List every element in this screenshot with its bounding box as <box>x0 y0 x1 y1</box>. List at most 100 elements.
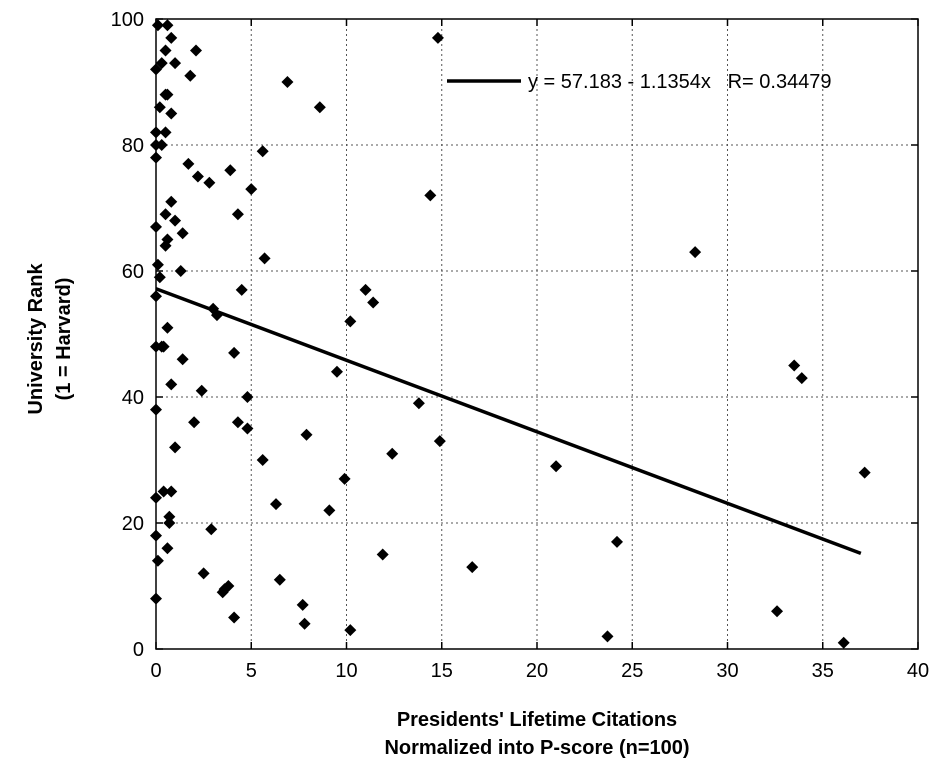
x-tick-label: 40 <box>907 660 929 682</box>
data-point <box>300 428 313 441</box>
y-tick-label: 100 <box>111 9 144 31</box>
data-point <box>176 227 189 240</box>
data-point <box>296 598 309 611</box>
data-point <box>169 441 182 454</box>
data-point <box>159 44 172 57</box>
data-point <box>313 101 326 114</box>
data-point <box>150 63 162 76</box>
data-point <box>298 617 311 630</box>
data-point <box>224 164 237 177</box>
data-point <box>218 583 231 596</box>
x-tick-label: 25 <box>621 660 643 682</box>
data-point <box>344 624 357 637</box>
x-tick-label: 30 <box>716 660 738 682</box>
data-point <box>157 485 170 498</box>
data-point <box>150 126 162 139</box>
data-point <box>344 315 357 328</box>
data-point <box>165 195 178 208</box>
data-point <box>159 208 172 221</box>
y-axis-title-line-1: University Rank <box>25 263 47 415</box>
data-point <box>165 378 178 391</box>
x-axis-title-line-2: Normalized into P-score (n=100) <box>384 737 689 759</box>
y-tick-label: 0 <box>133 639 144 661</box>
data-point <box>228 611 241 624</box>
data-point <box>771 605 784 618</box>
data-point <box>231 416 244 429</box>
data-point <box>323 504 336 517</box>
data-point <box>330 365 343 378</box>
data-point <box>689 246 702 259</box>
data-point <box>150 220 162 233</box>
data-point <box>386 447 399 460</box>
data-point <box>150 592 162 605</box>
data-point <box>155 57 168 70</box>
data-point <box>228 346 241 359</box>
data-point <box>205 523 218 536</box>
data-point <box>231 208 244 221</box>
data-point <box>858 466 871 479</box>
axis-ticks: 0 5 10 15 20 25 30 35 40 0 20 40 60 80 100 <box>111 9 930 682</box>
data-point <box>256 454 269 466</box>
data-point <box>151 19 164 32</box>
data-point <box>150 290 162 303</box>
x-tick-label: 15 <box>431 660 453 682</box>
data-point <box>176 353 189 366</box>
y-tick-label: 60 <box>122 261 144 283</box>
data-point <box>165 485 178 498</box>
data-point <box>241 391 254 403</box>
data-point <box>258 252 271 265</box>
data-point <box>182 157 195 170</box>
data-point <box>153 271 166 284</box>
data-point <box>281 76 294 88</box>
y-axis-title-line-2: (1 = Harvard) <box>53 278 75 401</box>
data-point <box>153 101 166 114</box>
data-point <box>376 548 389 561</box>
x-tick-label: 0 <box>150 660 161 682</box>
data-point <box>195 384 208 397</box>
data-point <box>161 88 174 101</box>
data-point <box>157 340 170 353</box>
data-point <box>161 19 174 32</box>
data-point <box>165 31 178 44</box>
data-point <box>424 189 437 202</box>
data-point <box>431 31 444 44</box>
data-points <box>150 19 871 649</box>
data-point <box>161 321 174 334</box>
data-point <box>367 296 380 309</box>
data-point <box>188 416 201 429</box>
data-point <box>150 151 162 164</box>
data-point <box>235 283 248 296</box>
x-axis-title-line-1: Presidents' Lifetime Citations <box>397 709 677 731</box>
data-point <box>550 460 563 473</box>
data-point <box>174 265 187 277</box>
data-point <box>159 239 172 252</box>
data-point <box>169 214 182 227</box>
y-axis-title: University Rank (1 = Harvard) <box>25 263 75 415</box>
data-point <box>150 529 162 542</box>
y-tick-label: 20 <box>122 513 144 535</box>
data-point <box>155 139 168 151</box>
data-point <box>837 636 850 649</box>
data-point <box>165 107 178 120</box>
x-axis-title: Presidents' Lifetime Citations Normalize… <box>384 709 689 759</box>
data-point <box>466 561 479 574</box>
data-point <box>150 403 162 416</box>
data-point <box>203 176 216 189</box>
x-tick-label: 20 <box>526 660 548 682</box>
data-point <box>273 573 286 586</box>
data-point <box>184 69 197 82</box>
data-point <box>433 435 446 448</box>
data-point <box>601 630 614 643</box>
data-point <box>163 517 176 529</box>
data-point <box>159 126 172 139</box>
data-point <box>161 542 174 555</box>
data-point <box>190 44 203 57</box>
data-point <box>191 170 204 183</box>
data-point <box>197 567 210 580</box>
data-point <box>163 510 176 523</box>
data-point <box>256 145 269 158</box>
data-point <box>245 183 258 196</box>
data-point <box>270 498 283 511</box>
x-tick-label: 35 <box>812 660 834 682</box>
